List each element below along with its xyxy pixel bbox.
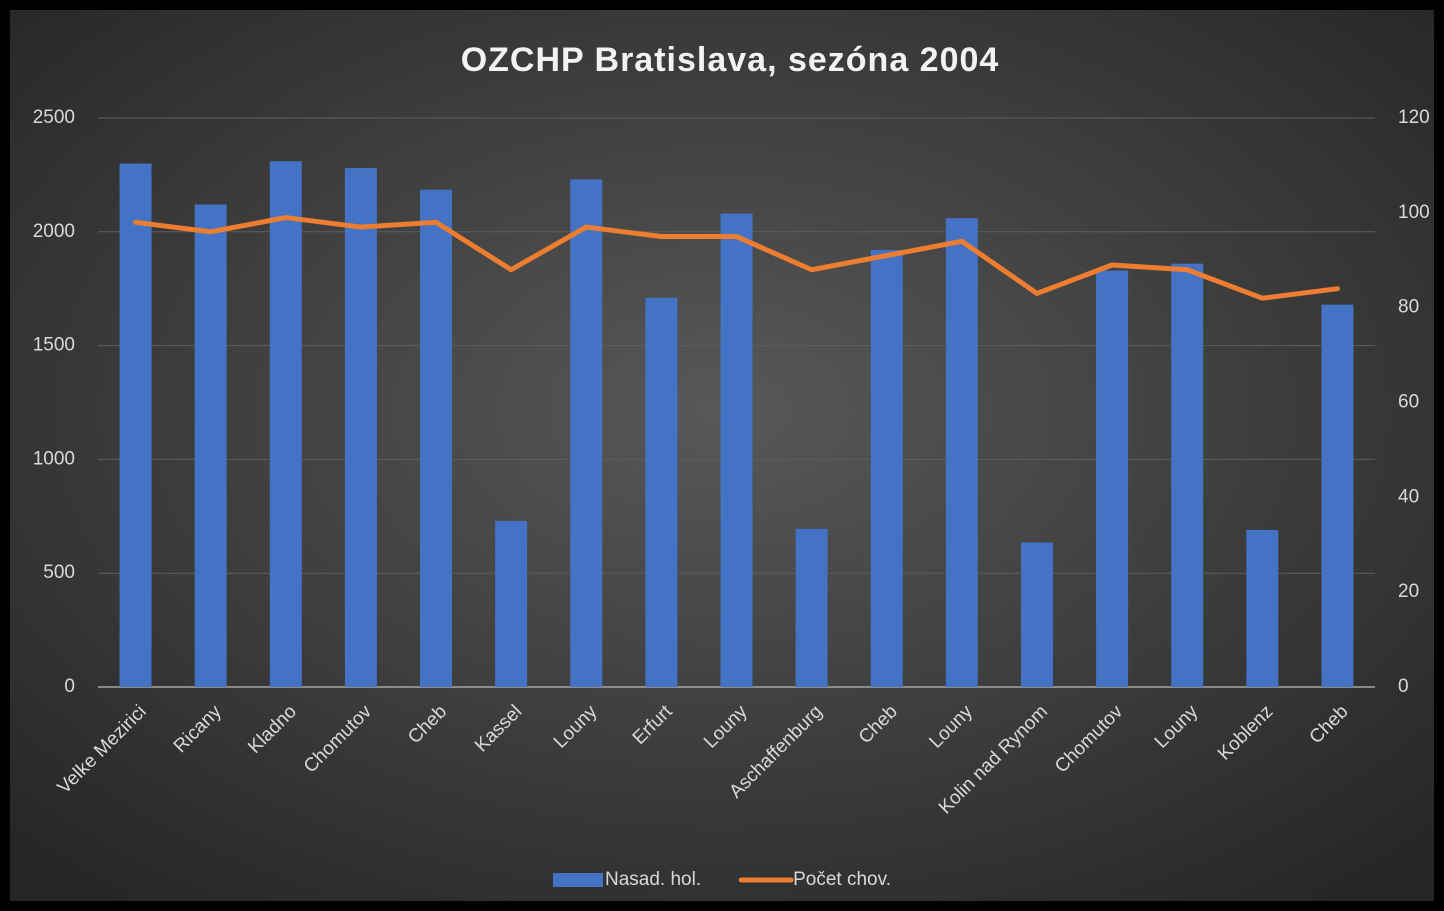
y-tick-label: 1500 [33, 335, 75, 356]
bar [1171, 263, 1204, 687]
line [133, 215, 1340, 301]
bar [420, 189, 453, 687]
bar [344, 168, 377, 687]
bar [720, 213, 753, 688]
bar [570, 179, 603, 687]
legend-label: Nasad. hol. [605, 869, 701, 890]
bar [1096, 270, 1129, 687]
bar [645, 297, 678, 687]
y-tick-label: 2000 [33, 221, 75, 242]
bar [1321, 304, 1354, 687]
bar [194, 204, 227, 687]
bar [269, 161, 302, 687]
legend-label: Počet chov. [793, 869, 891, 890]
y2-tick-label: 60 [1398, 392, 1419, 413]
bar [945, 218, 978, 688]
bar [870, 250, 903, 687]
y2-tick-label: 40 [1398, 486, 1419, 507]
bar [495, 520, 528, 687]
y2-tick-label: 100 [1398, 202, 1430, 223]
bar [119, 163, 152, 687]
bar [1246, 529, 1279, 687]
bar [795, 528, 828, 687]
y2-tick-label: 120 [1398, 107, 1430, 128]
y2-tick-label: 0 [1398, 676, 1409, 697]
y-tick-label: 0 [64, 676, 75, 697]
chart-title: OZCHP Bratislava, sezóna 2004 [461, 41, 1000, 79]
y-tick-label: 2500 [33, 107, 75, 128]
y-tick-label: 1000 [33, 448, 75, 469]
legend-swatch [553, 873, 603, 887]
bar [1020, 542, 1053, 687]
y-tick-label: 500 [43, 562, 75, 583]
y2-tick-label: 80 [1398, 297, 1419, 318]
y2-tick-label: 20 [1398, 581, 1419, 602]
